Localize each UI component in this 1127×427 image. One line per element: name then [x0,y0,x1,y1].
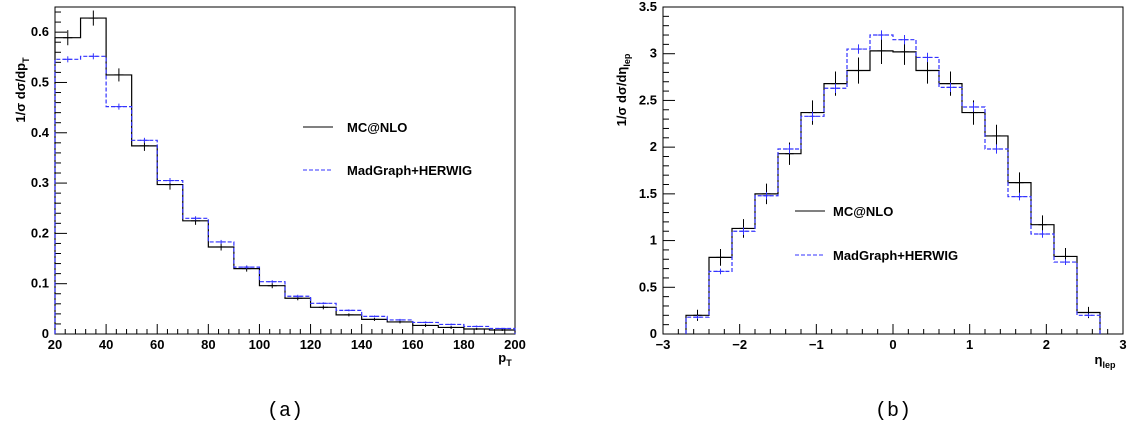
y-tick-label-b: 0 [650,326,657,341]
y-tick-label-a: 0.3 [31,175,49,190]
legend-label-madgraph-b: MadGraph+HERWIG [833,248,958,263]
y-tick-label-b: 3 [650,46,657,61]
y-tick-label-b: 1 [650,233,657,248]
x-tick-label-a: 100 [249,337,271,352]
y-tick-label-a: 0.6 [31,24,49,39]
x-tick-label-a: 160 [402,337,424,352]
x-tick-label-a: 180 [453,337,475,352]
y-tick-label-b: 3.5 [639,0,657,14]
x-tick-label-b: −1 [809,337,824,352]
series-line-mcatnlo-a [54,17,516,334]
y-tick-label-a: 0.2 [31,225,49,240]
x-tick-label-b: 3 [1119,337,1126,352]
x-tick-label-b: 1 [966,337,973,352]
y-tick-label-a: 0 [42,326,49,341]
y-axis-label-a: 1/σ dσ/dpT [13,57,31,123]
legend-label-mcatnlo-a: MC@NLO [347,120,407,135]
x-tick-label-a: 80 [201,337,215,352]
y-tick-label-a: 0.5 [31,74,49,89]
x-tick-label-b: −2 [732,337,747,352]
y-tick-label-a: 0.1 [31,276,49,291]
panel-b: 1/σ dσ/dηlep ηlep MC@NLO MadGraph+HERWIG… [614,0,1127,423]
svg-text:1/σ dσ/dpT: 1/σ dσ/dpT [13,57,31,123]
plot-frame-b [662,6,1124,335]
x-tick-label-a: 140 [351,337,373,352]
series-line-mcatnlo-b [685,50,1101,334]
x-axis-label-b: ηlep [1095,352,1116,370]
panel-caption-b: (b) [875,400,911,423]
y-tick-label-a: 0.4 [31,125,50,140]
x-tick-label-b: 0 [889,337,896,352]
panel-caption-a: (a) [267,400,303,423]
series-line-madgraph-a [54,55,516,334]
x-tick-label-a: 20 [48,337,62,352]
y-tick-label-b: 0.5 [639,279,657,294]
y-axis-label-b: 1/σ dσ/dηlep [614,53,632,126]
panel-a: 1/σ dσ/dpT pT MC@NLO MadGraph+HERWIG (a)… [13,6,526,423]
legend-a: MC@NLO MadGraph+HERWIG [303,120,472,178]
x-tick-label-b: −3 [656,337,671,352]
x-tick-label-a: 120 [300,337,322,352]
series-line-madgraph-b [685,34,1101,334]
x-tick-label-a: 200 [504,337,526,352]
legend-label-mcatnlo-b: MC@NLO [833,204,893,219]
x-tick-label-b: 2 [1043,337,1050,352]
y-tick-label-b: 2 [650,139,657,154]
legend-b: MC@NLO MadGraph+HERWIG [795,204,958,263]
x-tick-label-a: 60 [150,337,164,352]
x-tick-label-a: 40 [99,337,113,352]
y-tick-label-b: 2.5 [639,92,657,107]
svg-text:1/σ dσ/dηlep: 1/σ dσ/dηlep [614,53,632,126]
x-axis-label-a: pT [498,350,512,368]
y-tick-label-b: 1.5 [639,186,657,201]
legend-label-madgraph-a: MadGraph+HERWIG [347,163,472,178]
